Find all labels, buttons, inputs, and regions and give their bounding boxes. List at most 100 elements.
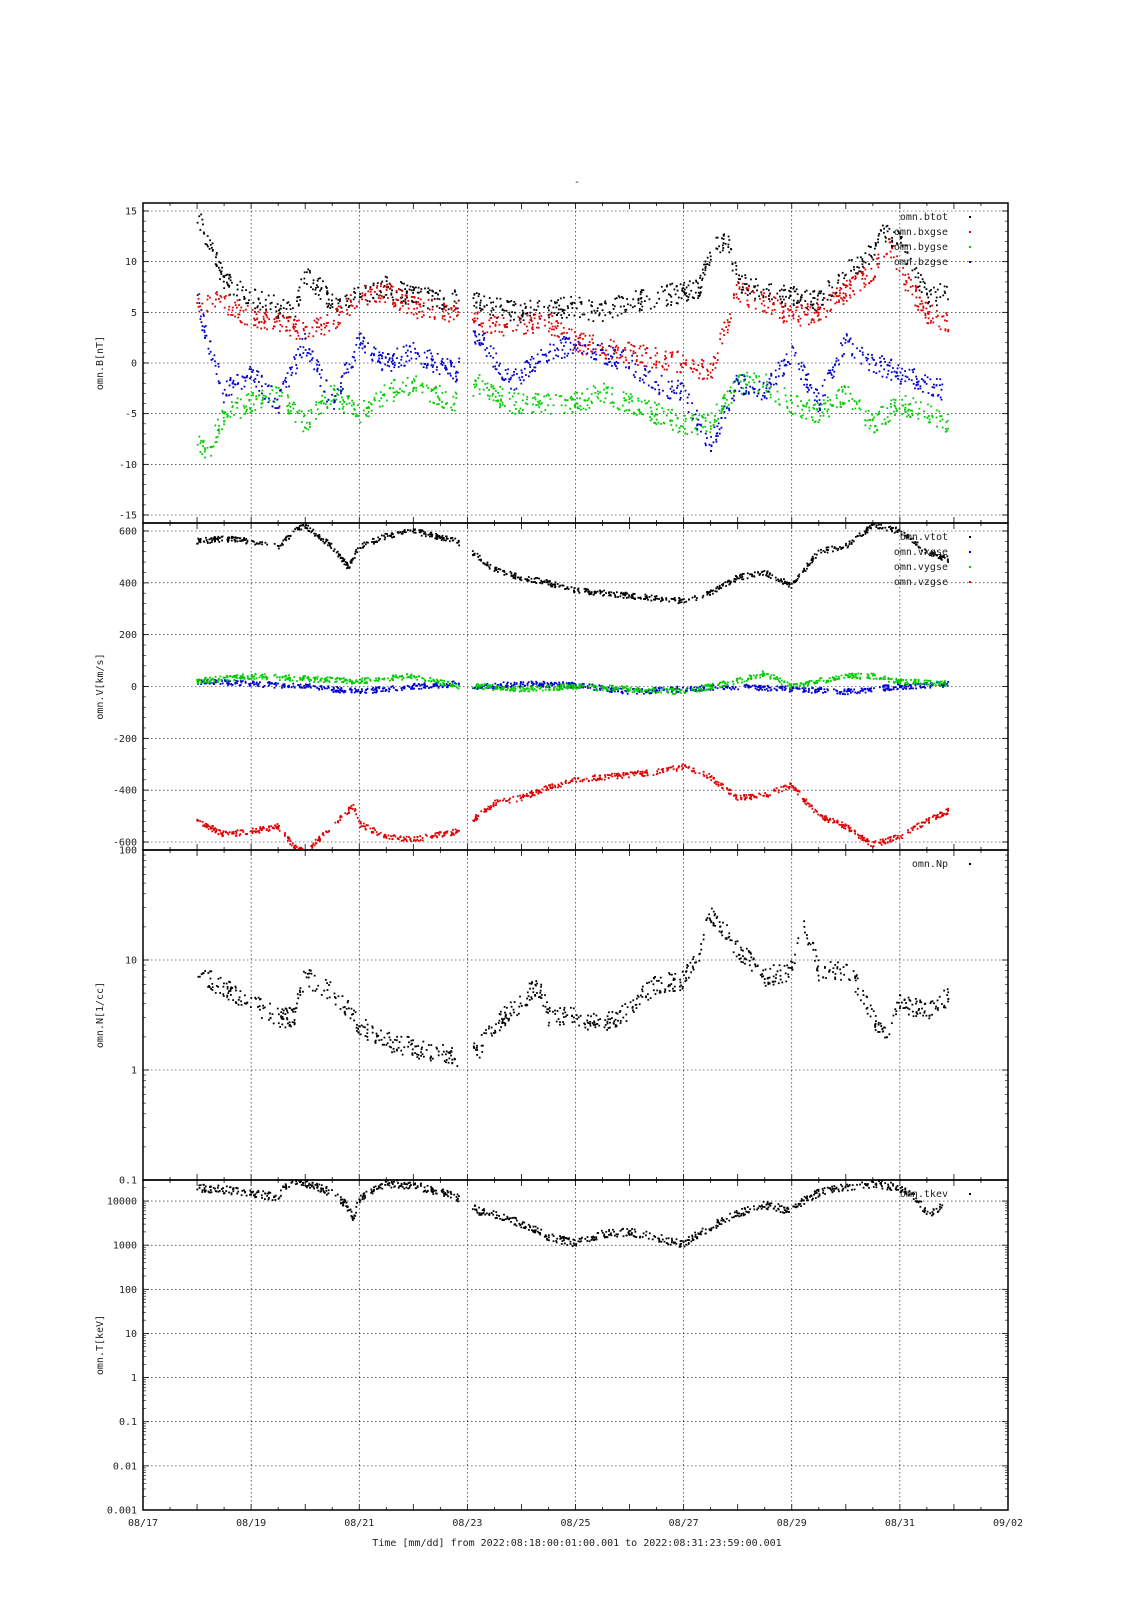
data-point: [447, 308, 450, 311]
data-point: [474, 342, 477, 345]
data-point: [367, 410, 370, 413]
data-point: [901, 404, 904, 407]
data-point: [396, 392, 399, 394]
data-point: [438, 307, 441, 309]
data-point: [206, 446, 209, 449]
data-point: [930, 405, 933, 408]
data-point: [284, 538, 287, 541]
data-point: [413, 380, 416, 382]
data-point: [223, 297, 226, 300]
data-point: [333, 399, 336, 402]
data-point: [887, 373, 889, 376]
data-point: [701, 415, 703, 417]
data-point: [803, 366, 806, 368]
data-point: [820, 290, 823, 293]
data-point: [661, 365, 664, 367]
data-point: [483, 295, 486, 298]
data-point: [806, 390, 809, 393]
data-point: [214, 681, 217, 684]
data-point: [813, 290, 816, 292]
data-point: [373, 353, 375, 355]
data-point: [928, 554, 931, 557]
data-point: [783, 578, 785, 581]
data-point: [604, 397, 607, 400]
data-point: [796, 577, 799, 580]
data-point: [424, 287, 426, 290]
data-point: [403, 531, 406, 534]
data-point: [905, 536, 908, 539]
data-point: [859, 350, 861, 352]
data-point: [345, 371, 348, 374]
data-point: [558, 585, 561, 588]
data-point: [828, 284, 831, 287]
data-point: [765, 573, 768, 576]
data-point: [743, 375, 746, 378]
data-point: [922, 379, 925, 382]
data-point: [699, 274, 702, 277]
data-point: [853, 356, 856, 359]
data-point: [488, 389, 490, 391]
data-point: [816, 298, 819, 301]
data-point: [320, 685, 323, 687]
data-point: [417, 286, 420, 289]
data-point: [806, 305, 809, 308]
data-point: [254, 289, 257, 291]
data-point: [308, 332, 311, 335]
data-point: [252, 391, 254, 394]
data-point: [534, 392, 537, 395]
data-point: [770, 385, 772, 388]
data-point: [437, 403, 440, 406]
data-point: [351, 399, 354, 402]
data-point: [848, 259, 851, 262]
data-point: [553, 312, 556, 315]
data-point: [783, 284, 785, 287]
data-point: [862, 260, 865, 263]
data-point: [553, 334, 556, 337]
data-point: [745, 390, 748, 392]
data-point: [596, 310, 599, 312]
data-point: [724, 581, 727, 584]
data-point: [662, 410, 665, 413]
data-point: [644, 593, 647, 596]
data-point: [887, 238, 890, 241]
data-point: [731, 397, 734, 400]
data-point: [532, 328, 534, 331]
data-point: [647, 371, 650, 374]
data-point: [532, 397, 534, 400]
data-point: [878, 262, 881, 265]
data-point: [827, 280, 830, 283]
data-point: [319, 385, 322, 387]
data-point: [908, 408, 910, 411]
data-point: [210, 537, 213, 540]
data-point: [203, 336, 206, 339]
data-point: [336, 550, 339, 553]
data-point: [277, 316, 280, 319]
data-point: [792, 313, 795, 316]
data-point: [625, 399, 627, 402]
data-point: [914, 290, 917, 293]
data-point: [233, 383, 236, 386]
data-point: [933, 552, 936, 555]
data-point: [785, 582, 787, 585]
data-point: [236, 288, 239, 291]
data-point: [312, 528, 315, 531]
data-point: [901, 398, 904, 401]
data-point: [584, 399, 587, 402]
data-point: [765, 311, 768, 314]
data-point: [496, 571, 499, 573]
data-point: [298, 337, 301, 340]
data-point: [633, 411, 635, 414]
data-point: [234, 315, 237, 318]
data-point: [285, 381, 287, 383]
data-point: [917, 286, 919, 288]
data-point: [424, 685, 427, 688]
data-point: [818, 318, 821, 321]
data-point: [436, 395, 439, 398]
data-point: [647, 400, 650, 403]
data-point: [612, 340, 615, 343]
data-point: [271, 389, 274, 392]
data-point: [707, 374, 710, 376]
data-point: [638, 410, 641, 413]
data-point: [685, 292, 687, 294]
data-point: [246, 408, 248, 411]
